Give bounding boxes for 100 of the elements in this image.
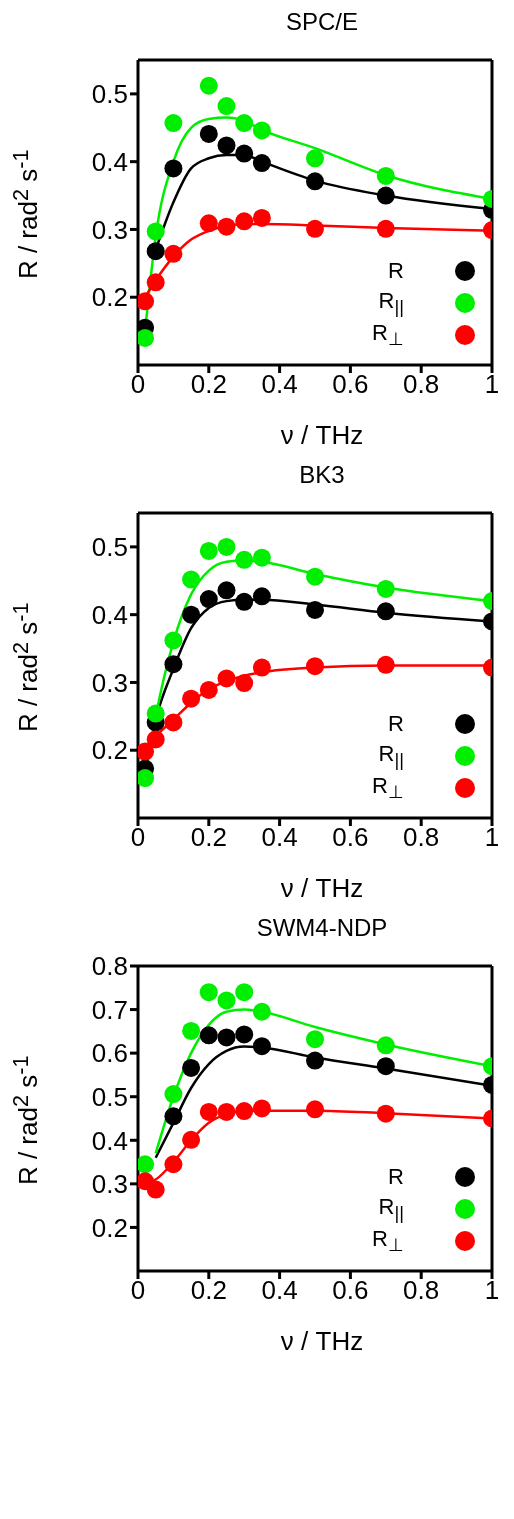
point: [217, 97, 236, 116]
point: [199, 983, 218, 1002]
point: [138, 292, 155, 311]
point: [199, 541, 218, 560]
x-tick-label: 0.6: [332, 822, 369, 853]
legend-label: R: [388, 1164, 404, 1190]
point: [376, 166, 395, 185]
x-tick-label: 1: [484, 822, 500, 853]
y-tick-label: 0.6: [91, 1038, 128, 1069]
point: [376, 602, 395, 621]
legend-label: R: [388, 258, 404, 284]
point: [252, 208, 271, 227]
point: [252, 587, 271, 606]
point: [199, 1102, 218, 1121]
point: [199, 214, 218, 233]
point: [138, 769, 155, 788]
point: [182, 605, 201, 624]
point: [199, 124, 218, 143]
point: [306, 172, 324, 191]
point: [199, 1026, 218, 1045]
point: [376, 186, 395, 205]
point: [376, 1057, 395, 1076]
point: [164, 1085, 183, 1104]
point: [235, 1025, 254, 1044]
point: [164, 1155, 183, 1174]
y-tick-label: 0.3: [91, 1169, 128, 1200]
point: [376, 1036, 395, 1055]
point: [252, 658, 271, 677]
point: [376, 579, 395, 598]
point: [146, 222, 165, 241]
point: [182, 1058, 201, 1077]
point: [217, 669, 236, 688]
chart-title: SWM4-NDP: [256, 914, 388, 941]
point: [376, 1104, 395, 1123]
y-tick-label: 0.2: [91, 282, 128, 313]
point: [199, 76, 218, 95]
x-tick-label: 0: [130, 369, 146, 400]
y-tick-label: 0.5: [91, 79, 128, 110]
point: [252, 121, 271, 140]
chart-title: SPC/E: [285, 8, 359, 35]
point: [235, 114, 254, 133]
y-tick-label: 0.3: [91, 667, 128, 698]
y-tick-label: 0.7: [91, 994, 128, 1025]
point: [164, 631, 183, 650]
y-tick-label: 0.3: [91, 214, 128, 245]
legend-label: R$_{||}$: [378, 740, 404, 772]
point: [164, 713, 183, 732]
point: [217, 581, 236, 600]
point: [138, 742, 155, 761]
x-axis-title: ν / THz: [280, 1326, 364, 1356]
x-axis-title: ν / THz: [280, 420, 364, 450]
point: [252, 1099, 271, 1118]
point: [217, 1028, 236, 1047]
point: [138, 328, 155, 347]
point: [146, 730, 165, 749]
point: [235, 983, 254, 1002]
point: [306, 600, 324, 619]
point: [252, 1037, 271, 1056]
point: [252, 1002, 271, 1021]
point: [146, 273, 165, 292]
y-tick-label: 0.2: [91, 1212, 128, 1243]
y-tick-label: 0.2: [91, 735, 128, 766]
point: [217, 537, 236, 556]
point: [164, 244, 183, 263]
point: [252, 548, 271, 567]
x-tick-label: 0.4: [261, 369, 298, 400]
y-tick-label: 0.4: [91, 146, 128, 177]
point: [235, 550, 254, 569]
y-tick-label: 0.4: [91, 599, 128, 630]
x-tick-label: 0.4: [261, 1275, 298, 1306]
x-axis-title: ν / THz: [280, 873, 364, 903]
point: [182, 689, 201, 708]
point: [306, 567, 324, 586]
point: [306, 1030, 324, 1049]
point: [164, 655, 183, 674]
point: [235, 592, 254, 611]
x-tick-label: 0.8: [403, 822, 440, 853]
point: [217, 136, 236, 155]
legend-label: R: [388, 711, 404, 737]
point: [146, 1180, 165, 1199]
x-tick-label: 0: [130, 822, 146, 853]
chart-title: BK3: [299, 461, 345, 488]
y-tick-label: 0.4: [91, 1125, 128, 1156]
point: [306, 219, 324, 238]
point: [199, 590, 218, 609]
point: [235, 212, 254, 231]
x-tick-label: 0.2: [190, 369, 227, 400]
x-tick-label: 0.4: [261, 822, 298, 853]
point: [306, 1100, 324, 1119]
x-tick-label: 0.2: [190, 822, 227, 853]
x-tick-label: 1: [484, 369, 500, 400]
x-tick-label: 1: [484, 1275, 500, 1306]
legend-label: R$_{||}$: [378, 1193, 404, 1225]
legend-label: R$_{⊥}$: [372, 1225, 404, 1257]
x-tick-label: 0.2: [190, 1275, 227, 1306]
point: [146, 242, 165, 261]
x-tick-label: 0.8: [403, 1275, 440, 1306]
point: [182, 1130, 201, 1149]
point: [306, 657, 324, 676]
point: [199, 680, 218, 699]
